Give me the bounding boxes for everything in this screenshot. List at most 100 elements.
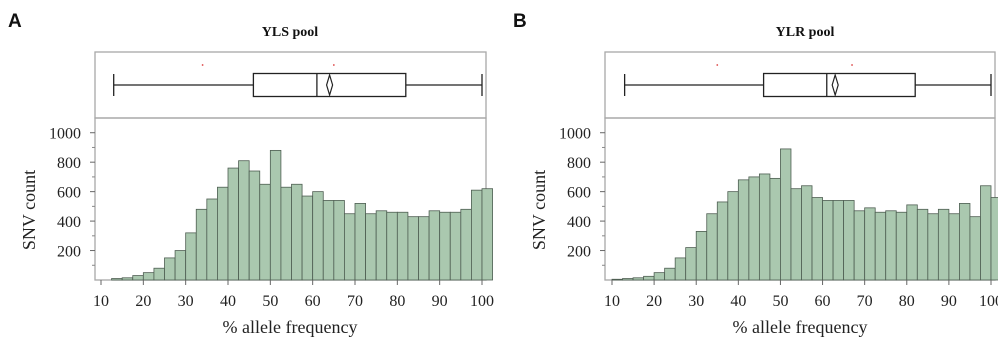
histogram-bar [916,208,929,281]
x-tick-label: 30 [178,293,194,310]
y-tick-label: 600 [57,185,81,202]
histogram-bar [386,211,398,281]
histogram-bar [811,197,823,281]
x-tick-label: 80 [389,293,405,310]
histogram-bar [206,198,218,281]
histogram-bar [706,213,718,281]
panel-a-boxplot-outlier [332,64,335,66]
histogram-bar [622,278,634,281]
panel-a-axes: 200 400 600 800 1000 10 20 30 40 50 60 70 80 90 100 [49,126,494,310]
x-tick-label: 90 [941,293,957,310]
y-tick-label: 200 [57,244,81,261]
histogram-bar [832,200,845,281]
x-tick-label: 70 [857,293,873,310]
histogram-bar [801,185,813,281]
histogram-bar [217,186,229,281]
panel-letter-a: A [8,11,22,32]
histogram-bar [885,210,897,281]
histogram-bar [132,275,144,281]
histogram-bar [674,257,687,281]
x-tick-label: 20 [646,293,662,310]
histogram-bar [111,278,123,281]
histogram-bar [407,216,419,281]
histogram-bar [291,183,303,281]
x-tick-label: 40 [220,293,236,310]
y-tick-label: 800 [57,155,81,172]
histogram-bar [269,149,282,281]
histogram-bar [790,188,802,281]
histogram-bar [322,200,335,281]
panel-a-boxplot-outlier [201,64,204,66]
histogram-bar [969,216,981,281]
y-tick-label: 600 [567,185,591,202]
histogram-bar [164,257,176,281]
histogram-bar [185,232,197,281]
histogram-bar [748,176,760,281]
x-tick-label: 100 [470,293,494,310]
x-tick-label: 60 [305,293,321,310]
histogram-bar [238,160,250,281]
histogram-bar [365,213,377,281]
panel-b-y-axis-label: SNV count [529,170,549,250]
x-tick-label: 90 [432,293,448,310]
x-tick-label: 20 [135,293,151,310]
panel-a-x-axis-label: % allele frequency [223,317,358,337]
histogram-bar [959,203,971,281]
histogram-bar [906,204,918,281]
histogram-bar [737,179,750,281]
histogram-bar [344,213,356,281]
panel-a-title: YLS pool [262,25,319,40]
histogram-bar [301,195,314,281]
histogram-bar [843,200,855,281]
panel-b: B YLR pool 200 400 600 800 1000 10 20 30 40 50 60 7… [513,11,998,337]
histogram-bar [685,247,697,281]
histogram-bar [664,267,676,281]
histogram-bar [874,211,887,281]
histogram-bar [643,275,655,281]
panel-a-boxplot [113,64,483,98]
panel-letter-b: B [513,11,527,32]
panel-b-boxplot-mean-diamond [831,72,839,98]
y-tick-label: 1000 [49,126,81,143]
histogram-bar [259,183,271,281]
histogram-bar [439,211,451,281]
histogram-bar [632,277,644,281]
panel-a-y-axis-label: SNV count [19,170,39,250]
histogram-bar [471,189,483,281]
x-tick-label: 40 [730,293,746,310]
y-tick-label: 800 [567,155,591,172]
x-tick-label: 50 [772,293,788,310]
x-tick-label: 30 [688,293,704,310]
panel-b-title: YLR pool [776,25,835,40]
panel-b-boxplot-outlier [851,64,853,66]
histogram-bar [948,213,960,281]
histogram-bar [716,201,729,281]
histogram-bar [428,210,441,281]
histogram-bar [611,278,623,281]
panel-b-boxplot-box [762,72,916,98]
histogram-bar [396,211,409,281]
histogram-bar [769,177,781,281]
histogram-bar [695,230,708,281]
histogram-bar [822,200,834,281]
panel-b-x-axis-label: % allele frequency [733,317,868,337]
histogram-bar [418,216,430,281]
y-tick-label: 400 [57,214,81,231]
histogram-bar [174,250,187,281]
histogram-bar [937,208,950,281]
histogram-bar [853,210,866,281]
y-tick-label: 400 [567,214,591,231]
x-tick-label: 50 [262,293,278,310]
panel-b-boxplot-outlier [716,64,719,66]
histogram-bar [153,267,165,281]
histogram-bar [248,170,261,281]
histogram-bar [481,188,493,281]
panel-b-histogram-bars [611,148,998,281]
histogram-bar [142,272,155,281]
histogram-bar [895,211,908,281]
histogram-bar [333,200,345,281]
histogram-bar [121,277,134,281]
x-tick-label: 60 [815,293,831,310]
